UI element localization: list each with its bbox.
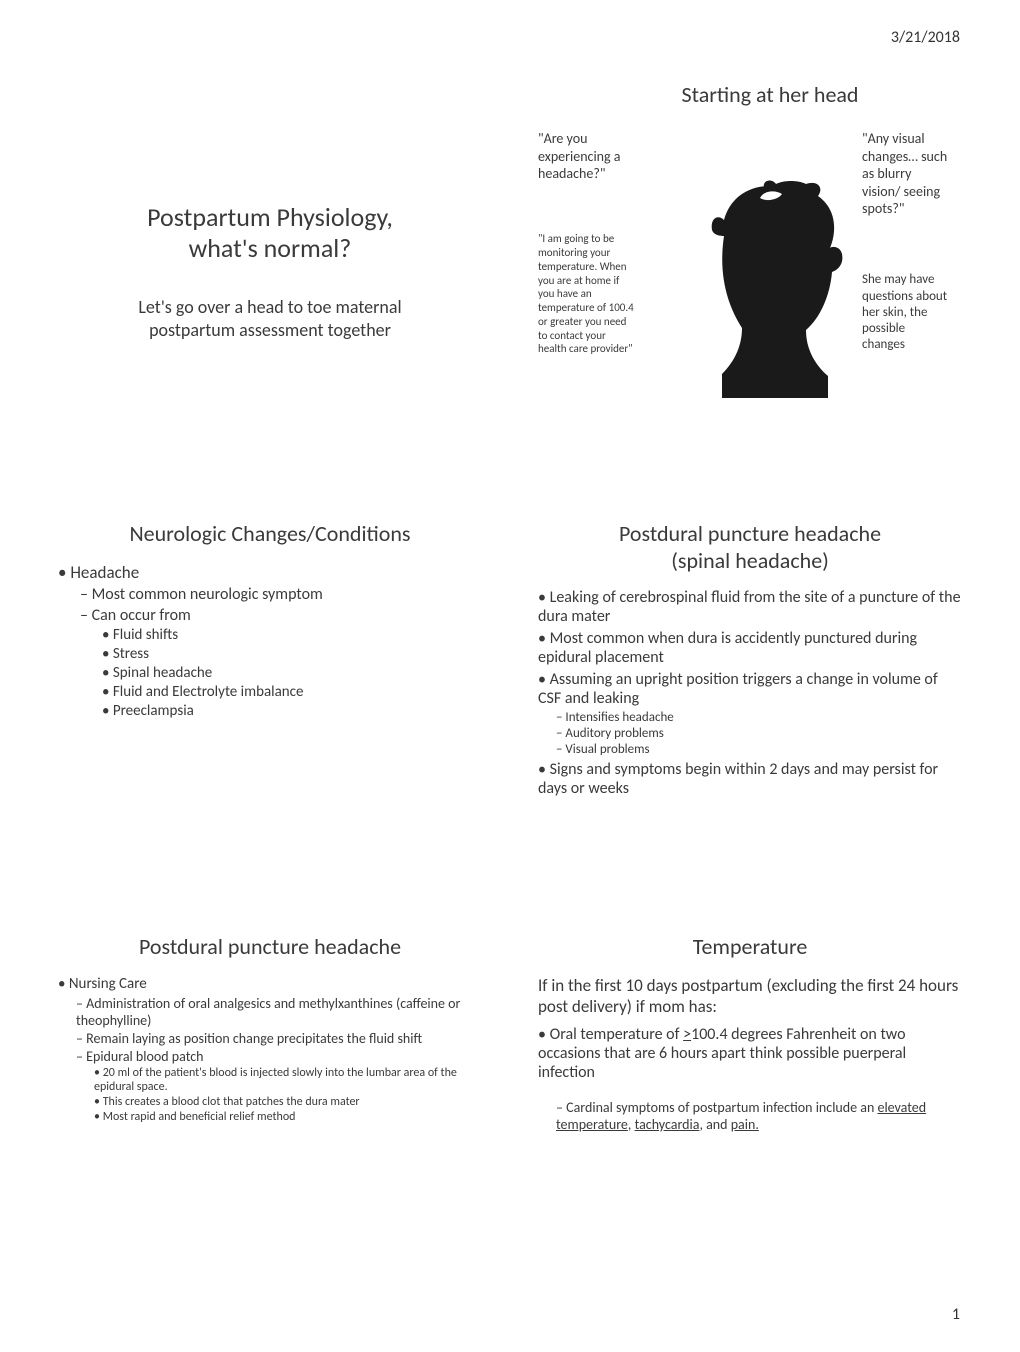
list-item: Signs and symptoms begin within 2 days a… (538, 760, 962, 798)
slide-title: Neurologic Changes/Conditions (58, 521, 482, 547)
slide-title: Postdural puncture headache (spinal head… (538, 521, 962, 574)
underline-span: > (683, 1025, 691, 1044)
slide-head-assessment: Starting at her head "Are you experienci… (530, 70, 970, 474)
note-skin: She may have questions about her skin, t… (862, 272, 962, 353)
title-line: Postdural puncture headache (619, 520, 881, 547)
quote-line: you are at home if (538, 274, 619, 287)
list-item: Remain laying as position change precipi… (76, 1030, 482, 1047)
head-diagram: "Are you experiencing a headache?" "I am… (538, 122, 962, 462)
title-line: what's normal? (189, 232, 352, 264)
subtitle-text: Let's go over a head to toe maternal pos… (138, 296, 401, 343)
quote-line: monitoring your (538, 246, 610, 259)
bullet-list: Nursing Care Administration of oral anal… (58, 975, 482, 1124)
title-text: Postpartum Physiology, what's normal? (147, 202, 393, 264)
subtitle-line: Let's go over a head to toe maternal (138, 296, 401, 318)
note-line: her skin, the (862, 305, 927, 320)
slide-postdural-def: Postdural puncture headache (spinal head… (530, 509, 970, 887)
slide-grid: Postpartum Physiology, what's normal? Le… (50, 70, 970, 1300)
text-span: , (628, 1116, 635, 1133)
lead-text: If in the first 10 days postpartum (excl… (538, 975, 962, 1017)
list-item: Intensifies headache (556, 710, 962, 725)
quote-line: temperature of 100.4 (538, 301, 634, 314)
quote-temperature: "I am going to be monitoring your temper… (538, 232, 634, 356)
list-item: Visual problems (556, 742, 962, 757)
quote-line: experiencing a (538, 148, 621, 165)
underline-span: tachycardia (635, 1116, 700, 1133)
quote-line: you have an (538, 287, 592, 300)
slide-temperature: Temperature If in the first 10 days post… (530, 922, 970, 1300)
list-item: Fluid and Electrolyte imbalance (102, 683, 482, 701)
list-item: Administration of oral analgesics and me… (76, 995, 482, 1029)
page-number: 1 (952, 1305, 960, 1324)
bullet-list: Cardinal symptoms of postpartum infectio… (538, 1099, 962, 1133)
text-span: Cardinal symptoms of postpartum infectio… (566, 1099, 877, 1116)
list-item: Cardinal symptoms of postpartum infectio… (556, 1099, 962, 1133)
list-item: 20 ml of the patient's blood is injected… (94, 1066, 482, 1094)
text-span: , and (699, 1116, 730, 1133)
quote-visual: "Any visual changes… such as blurry visi… (862, 130, 962, 218)
bullet-list: Leaking of cerebrospinal fluid from the … (538, 588, 962, 798)
note-line: changes (862, 337, 905, 352)
list-item: Leaking of cerebrospinal fluid from the … (538, 588, 962, 626)
note-line: She may have (862, 272, 934, 287)
underline-span: pain. (731, 1116, 759, 1133)
page-date: 3/21/2018 (891, 28, 960, 47)
quote-line: to contact your (538, 329, 606, 342)
quote-line: "Are you (538, 130, 587, 147)
list-item: Auditory problems (556, 726, 962, 741)
note-line: possible (862, 321, 905, 336)
quote-line: headache?" (538, 165, 605, 182)
quote-line: "Any visual (862, 130, 925, 147)
list-item: Epidural blood patch (76, 1048, 482, 1065)
quote-line: temperature. When (538, 260, 627, 273)
list-item: Headache (58, 562, 482, 583)
list-item: Most common when dura is accidently punc… (538, 629, 962, 667)
slide-title: Temperature (538, 934, 962, 960)
title-line: Postpartum Physiology, (147, 201, 393, 233)
slide-title: Postdural puncture headache (58, 934, 482, 960)
quote-headache: "Are you experiencing a headache?" (538, 130, 621, 183)
quote-line: "I am going to be (538, 232, 614, 245)
head-silhouette-icon (688, 178, 858, 398)
slide-title: Starting at her head (578, 82, 962, 108)
silhouette-path (712, 181, 843, 398)
quote-line: vision/ seeing (862, 183, 940, 200)
slide-title: Postpartum Physiology, what's normal? Le… (50, 70, 490, 474)
quote-line: spots?" (862, 200, 904, 217)
list-item: Oral temperature of >100.4 degrees Fahre… (538, 1025, 962, 1082)
list-item: Stress (102, 645, 482, 663)
quote-line: changes… such (862, 148, 947, 165)
list-item: This creates a blood clot that patches t… (94, 1095, 482, 1109)
list-item: Most rapid and beneficial relief method (94, 1110, 482, 1124)
bullet-list: Oral temperature of >100.4 degrees Fahre… (538, 1025, 962, 1082)
title-line: (spinal headache) (671, 547, 829, 574)
list-item: Fluid shifts (102, 626, 482, 644)
list-item: Preeclampsia (102, 702, 482, 720)
slide-postdural-care: Postdural puncture headache Nursing Care… (50, 922, 490, 1300)
bullet-list: Headache Most common neurologic symptom … (58, 562, 482, 720)
list-item: Assuming an upright position triggers a … (538, 670, 962, 708)
list-item: Nursing Care (58, 975, 482, 993)
quote-line: or greater you need (538, 315, 626, 328)
list-item: Can occur from (80, 606, 482, 625)
list-item: Spinal headache (102, 664, 482, 682)
list-item: Most common neurologic symptom (80, 585, 482, 604)
note-line: questions about (862, 289, 947, 304)
quote-line: health care provider" (538, 342, 633, 355)
quote-line: as blurry (862, 165, 911, 182)
slide-neurologic: Neurologic Changes/Conditions Headache M… (50, 509, 490, 887)
subtitle-line: postpartum assessment together (149, 319, 391, 341)
text-span: Oral temperature of (550, 1025, 684, 1044)
